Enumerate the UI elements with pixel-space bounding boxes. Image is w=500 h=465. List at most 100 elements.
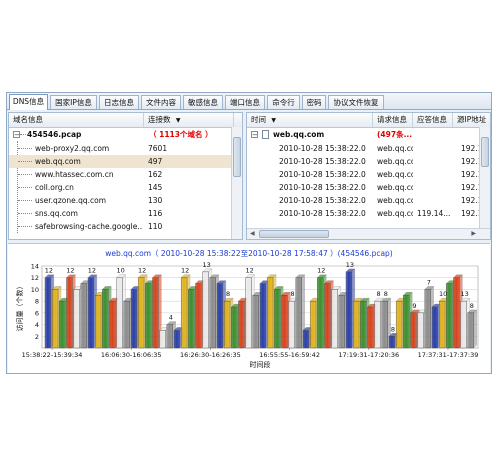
- column-header-source-ip[interactable]: 源IP地址: [453, 113, 490, 127]
- y-tick-label: 14: [31, 263, 39, 271]
- bar: [109, 300, 116, 349]
- column-header-connections-label: 连接数: [148, 115, 171, 124]
- bar: [395, 300, 403, 349]
- request-row[interactable]: 2010-10-28 15:38:22.0 web.qq.com 119.14...…: [247, 207, 482, 220]
- domain-name: safebrowsing-cache.google...: [35, 222, 143, 231]
- bar: [94, 295, 102, 349]
- domain-row[interactable]: sns.qq.com 116: [9, 207, 232, 220]
- bar: [431, 306, 439, 349]
- request-list-pane: 时间 ▼ 请求信息 应答信息 源IP地址 − web.qq.com (497条.…: [246, 112, 491, 240]
- domain-row[interactable]: user.qzone.qq.com 130: [9, 194, 232, 207]
- request-row[interactable]: 2010-10-28 15:38:22.0 web.qq.com 192.1: [247, 194, 483, 207]
- request-count: (497条...: [377, 130, 413, 139]
- bar: [245, 277, 252, 349]
- selected-domain-name: web.qq.com: [273, 130, 325, 139]
- connection-count: 145: [148, 183, 163, 192]
- scrollbar-thumb[interactable]: [481, 137, 489, 167]
- collapse-icon[interactable]: −: [13, 131, 20, 139]
- bar: [180, 277, 188, 349]
- request-row[interactable]: 2010-10-28 15:38:22.0 web.qq.com 192.1: [247, 181, 482, 194]
- response-info: 119.14...: [417, 209, 451, 218]
- source-ip: 192.1: [461, 144, 483, 153]
- bar: [266, 277, 274, 349]
- request-row[interactable]: 2010-10-28 15:38:22.0 web.qq.com 192.1: [247, 168, 482, 181]
- source-ip: 192.1: [461, 196, 483, 205]
- bar: [116, 277, 123, 349]
- bar: [317, 277, 324, 349]
- tree-connector: [18, 161, 32, 162]
- tab-dns-info[interactable]: DNS信息: [9, 94, 48, 110]
- bar: [51, 289, 59, 349]
- y-axis-label: 访问量（个数）: [15, 283, 24, 332]
- bar: [238, 300, 245, 349]
- column-header-time-label: 时间: [251, 115, 266, 124]
- column-header-domain[interactable]: 域名信息: [9, 113, 144, 127]
- bar: [44, 277, 52, 349]
- bar: [130, 289, 138, 349]
- tree-connector: [17, 141, 18, 233]
- sort-desc-icon: ▼: [175, 117, 181, 124]
- request-list-header: 时间 ▼ 请求信息 应答信息 源IP地址: [247, 113, 490, 128]
- bar: [438, 300, 446, 349]
- domain-row[interactable]: coll.org.cn 145: [9, 181, 232, 194]
- bar: [352, 300, 360, 349]
- connection-count: 162: [148, 170, 163, 179]
- bar-value-label: 8: [291, 290, 295, 298]
- request-time: 2010-10-28 15:38:22.0: [279, 183, 366, 192]
- tab-country-ip-info[interactable]: 国家IP信息: [50, 95, 97, 109]
- bar-value-label: 13: [202, 261, 210, 269]
- request-time: 2010-10-28 15:38:22.0: [279, 157, 366, 166]
- column-header-time[interactable]: 时间 ▼: [247, 113, 373, 127]
- tree-connector: [20, 134, 26, 135]
- tree-root-row[interactable]: − web.qq.com (497条...: [247, 128, 490, 141]
- tab-password[interactable]: 密码: [302, 95, 326, 109]
- column-header-response[interactable]: 应答信息: [413, 113, 453, 127]
- bar-value-label: 7: [427, 278, 431, 286]
- column-header-connections[interactable]: 连接数 ▼: [144, 113, 234, 127]
- tree-root-row[interactable]: − 454546.pcap （ 1113个域名 ）: [9, 128, 242, 141]
- collapse-icon[interactable]: −: [251, 131, 258, 139]
- bar: [417, 312, 424, 349]
- request-list-vertical-scrollbar[interactable]: [479, 127, 490, 229]
- x-tick-label: 17:19:31-17:20:36: [338, 351, 399, 359]
- request-list-horizontal-scrollbar[interactable]: ◀ ▶: [247, 228, 490, 239]
- bar: [374, 300, 381, 349]
- domain-row[interactable]: web-proxy2.qq.com 7601: [9, 142, 232, 155]
- tab-protocol-file-recovery[interactable]: 协议文件恢复: [328, 95, 384, 109]
- bar-side: [473, 309, 477, 349]
- tab-file-content[interactable]: 文件内容: [141, 95, 181, 109]
- request-row[interactable]: 2010-10-28 15:38:22.0 web.qq.com 192.1: [247, 142, 483, 155]
- domain-list-vertical-scrollbar[interactable]: [231, 127, 242, 239]
- tab-log-info[interactable]: 日志信息: [99, 95, 139, 109]
- request-time: 2010-10-28 15:38:22.0: [279, 144, 366, 153]
- tab-sensitive-info[interactable]: 敏感信息: [183, 95, 223, 109]
- column-header-request[interactable]: 请求信息: [373, 113, 413, 127]
- bar: [87, 277, 95, 349]
- bar-value-label: 12: [138, 267, 146, 275]
- tree-connector: [18, 148, 32, 149]
- bar-value-label: 12: [245, 267, 253, 275]
- scrollbar-thumb[interactable]: [259, 230, 329, 238]
- bar-value-label: 12: [88, 267, 96, 275]
- scroll-left-icon[interactable]: ◀: [250, 230, 255, 237]
- domain-row[interactable]: safebrowsing-cache.google... 110: [9, 220, 232, 233]
- traffic-bar-chart: web.qq.com（ 2010-10-28 15:38:22至2010-10-…: [15, 249, 478, 369]
- domain-row[interactable]: www.htassec.com.cn 162: [9, 168, 232, 181]
- domain-row[interactable]: web.qq.com 497: [9, 155, 232, 168]
- bar: [331, 289, 338, 349]
- scrollbar-thumb[interactable]: [233, 137, 241, 177]
- connection-count: 110: [148, 222, 163, 231]
- domain-list-pane: 域名信息 连接数 ▼ − 454546.pcap （ 1113个域名 ） web…: [8, 112, 243, 240]
- y-tick-label: 2: [35, 333, 39, 341]
- bar: [381, 300, 388, 349]
- bar-value-label: 8: [384, 290, 388, 298]
- tab-command-line[interactable]: 命令行: [267, 95, 300, 109]
- bar: [410, 312, 417, 349]
- request-row[interactable]: 2010-10-28 15:38:22.0 web.qq.com 192.1: [247, 155, 482, 168]
- bar: [388, 336, 396, 349]
- bar: [231, 306, 238, 349]
- connection-count: 130: [148, 196, 163, 205]
- tab-port-info[interactable]: 端口信息: [225, 95, 265, 109]
- scroll-right-icon[interactable]: ▶: [471, 230, 476, 237]
- dns-analysis-window: DNS信息 国家IP信息 日志信息 文件内容 敏感信息 端口信息 命令行 密码 …: [6, 92, 492, 374]
